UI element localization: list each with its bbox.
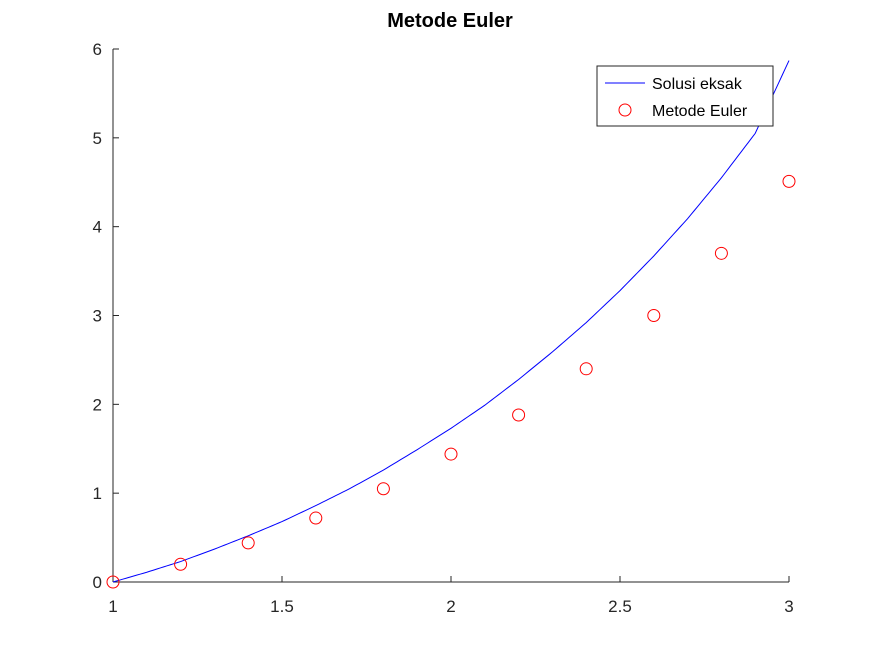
legend-label-metode-euler: Metode Euler <box>652 103 748 120</box>
x-tick-label: 1 <box>108 597 117 616</box>
x-tick-label: 2.5 <box>608 597 632 616</box>
data-point-metode-euler <box>309 511 323 525</box>
x-tick-label: 2 <box>446 597 455 616</box>
legend-marker-swatch <box>618 103 632 117</box>
data-point-metode-euler <box>647 309 661 322</box>
y-tick-label: 1 <box>93 484 102 503</box>
data-point-metode-euler <box>579 362 593 376</box>
data-point-metode-euler <box>106 575 120 589</box>
y-tick-label: 6 <box>93 40 102 59</box>
y-tick-label: 0 <box>93 573 102 592</box>
x-tick-label: 3 <box>784 597 793 616</box>
data-point-metode-euler <box>241 536 255 550</box>
y-tick-label: 2 <box>93 395 102 414</box>
data-point-metode-euler <box>512 408 526 422</box>
legend-label-solusi-eksak: Solusi eksak <box>652 76 743 93</box>
data-point-metode-euler <box>376 482 390 496</box>
y-tick-label: 5 <box>93 129 102 148</box>
axes <box>112 49 789 583</box>
x-ticks: 1 1.5 2 2.5 3 <box>108 576 794 616</box>
data-point-metode-euler <box>714 246 728 260</box>
data-point-metode-euler <box>444 447 458 461</box>
x-tick-label: 1.5 <box>270 597 294 616</box>
chart-title: Metode Euler <box>387 10 513 32</box>
data-point-metode-euler <box>174 557 188 571</box>
plot-area <box>106 60 796 589</box>
y-tick-label: 3 <box>93 307 102 326</box>
y-tick-label: 4 <box>93 218 102 237</box>
y-ticks: 0 1 2 3 4 5 6 <box>93 40 119 592</box>
data-point-metode-euler <box>782 174 796 188</box>
legend: Solusi eksak Metode Euler <box>596 65 774 127</box>
series-line-solusi-eksak <box>112 60 790 583</box>
